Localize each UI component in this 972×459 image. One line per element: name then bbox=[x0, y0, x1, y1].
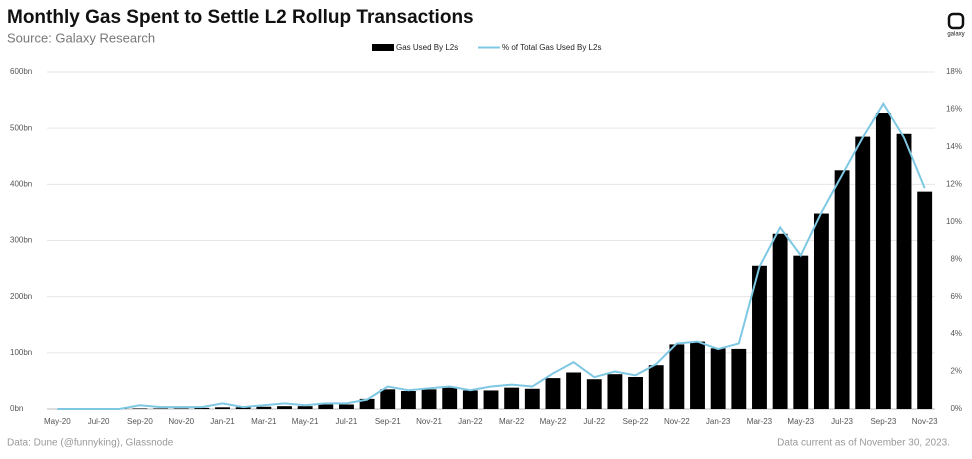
y-tick-label: 200bn bbox=[10, 292, 32, 301]
y-tick-label: 100bn bbox=[10, 348, 32, 357]
y2-tick-label: 18% bbox=[946, 67, 962, 76]
bar bbox=[834, 170, 850, 409]
x-tick-label: Sep-20 bbox=[127, 417, 153, 426]
y2-tick-label: 16% bbox=[946, 105, 962, 114]
y2-tick-label: 12% bbox=[946, 179, 962, 188]
y2-tick-label: 8% bbox=[950, 254, 962, 263]
bar bbox=[504, 387, 520, 409]
bar bbox=[442, 387, 458, 409]
bar bbox=[277, 406, 292, 409]
x-tick-label: Jul-20 bbox=[88, 417, 110, 426]
x-tick-label: Nov-20 bbox=[168, 417, 194, 426]
x-tick-label: Jul-22 bbox=[583, 417, 605, 426]
bar bbox=[235, 407, 251, 409]
y-tick-label: 500bn bbox=[10, 123, 32, 132]
bar bbox=[875, 113, 891, 410]
bar bbox=[566, 372, 582, 409]
chart-title: Monthly Gas Spent to Settle L2 Rollup Tr… bbox=[7, 7, 474, 28]
x-tick-label: Mar-21 bbox=[251, 417, 277, 426]
bar bbox=[772, 233, 788, 409]
y-tick-label: 600bn bbox=[10, 67, 32, 76]
y2-tick-label: 4% bbox=[950, 329, 962, 338]
legend-label: % of Total Gas Used By L2s bbox=[502, 43, 601, 52]
y2-tick-label: 14% bbox=[946, 142, 962, 151]
bar bbox=[607, 374, 623, 409]
chart-subtitle: Source: Galaxy Research bbox=[7, 30, 155, 45]
line bbox=[57, 101, 926, 410]
x-tick-label: Mar-23 bbox=[747, 417, 773, 426]
bar bbox=[752, 265, 767, 409]
x-tick-label: Jan-21 bbox=[210, 417, 235, 426]
y2-tick-label: 10% bbox=[946, 217, 962, 226]
bar bbox=[896, 133, 912, 410]
bar bbox=[421, 389, 437, 409]
bar bbox=[545, 378, 561, 409]
x-tick-label: Nov-22 bbox=[664, 417, 690, 426]
bar bbox=[359, 398, 375, 409]
bar bbox=[318, 404, 334, 409]
bar bbox=[586, 379, 602, 409]
bar bbox=[855, 136, 871, 409]
bar bbox=[813, 213, 829, 409]
x-tick-label: Jan-23 bbox=[706, 417, 731, 426]
x-tick-label: May-23 bbox=[787, 417, 814, 426]
x-tick-label: Sep-22 bbox=[623, 417, 649, 426]
x-tick-label: May-21 bbox=[292, 417, 319, 426]
x-tick-label: May-20 bbox=[44, 417, 71, 426]
bar bbox=[400, 391, 416, 409]
x-tick-label: Nov-23 bbox=[912, 417, 938, 426]
y2-tick-label: 2% bbox=[950, 367, 962, 376]
bar bbox=[194, 407, 210, 409]
x-tick-label: Sep-21 bbox=[375, 417, 401, 426]
bar bbox=[297, 406, 313, 409]
x-tick-label: Jul-23 bbox=[831, 417, 853, 426]
y-tick-label: 400bn bbox=[10, 179, 32, 188]
logo-text: galaxy bbox=[947, 32, 964, 38]
y2-tick-label: 6% bbox=[950, 292, 962, 301]
bar bbox=[339, 404, 354, 409]
bar bbox=[462, 390, 478, 409]
bar bbox=[690, 341, 705, 409]
y-tick-label: 300bn bbox=[10, 236, 32, 245]
footer-date: Data current as of November 30, 2023. bbox=[777, 438, 950, 449]
legend-label: Gas Used By L2s bbox=[396, 43, 458, 52]
bar bbox=[215, 407, 230, 409]
bar bbox=[731, 348, 747, 409]
bar bbox=[917, 191, 933, 409]
bar bbox=[153, 408, 169, 409]
bar bbox=[710, 348, 726, 409]
x-tick-label: Sep-23 bbox=[870, 417, 896, 426]
bar bbox=[669, 344, 685, 409]
bar bbox=[132, 408, 148, 409]
bar bbox=[648, 365, 664, 409]
legend-swatch bbox=[372, 44, 394, 51]
bar bbox=[173, 408, 189, 409]
y-tick-label: 0bn bbox=[10, 404, 23, 413]
y2-tick-label: 0% bbox=[950, 404, 962, 413]
x-tick-label: Jul-21 bbox=[336, 417, 358, 426]
x-tick-label: May-22 bbox=[540, 417, 567, 426]
footer-source: Data: Dune (@funnyking), Glassnode bbox=[7, 438, 174, 449]
x-tick-label: Mar-22 bbox=[499, 417, 525, 426]
x-tick-label: Jan-22 bbox=[458, 417, 483, 426]
bar bbox=[628, 376, 643, 409]
logo-icon bbox=[947, 12, 965, 30]
x-tick-label: Nov-21 bbox=[416, 417, 442, 426]
bar bbox=[256, 406, 272, 409]
bar bbox=[380, 389, 396, 409]
bar bbox=[524, 388, 540, 409]
bar bbox=[483, 390, 499, 409]
bar bbox=[793, 255, 809, 409]
